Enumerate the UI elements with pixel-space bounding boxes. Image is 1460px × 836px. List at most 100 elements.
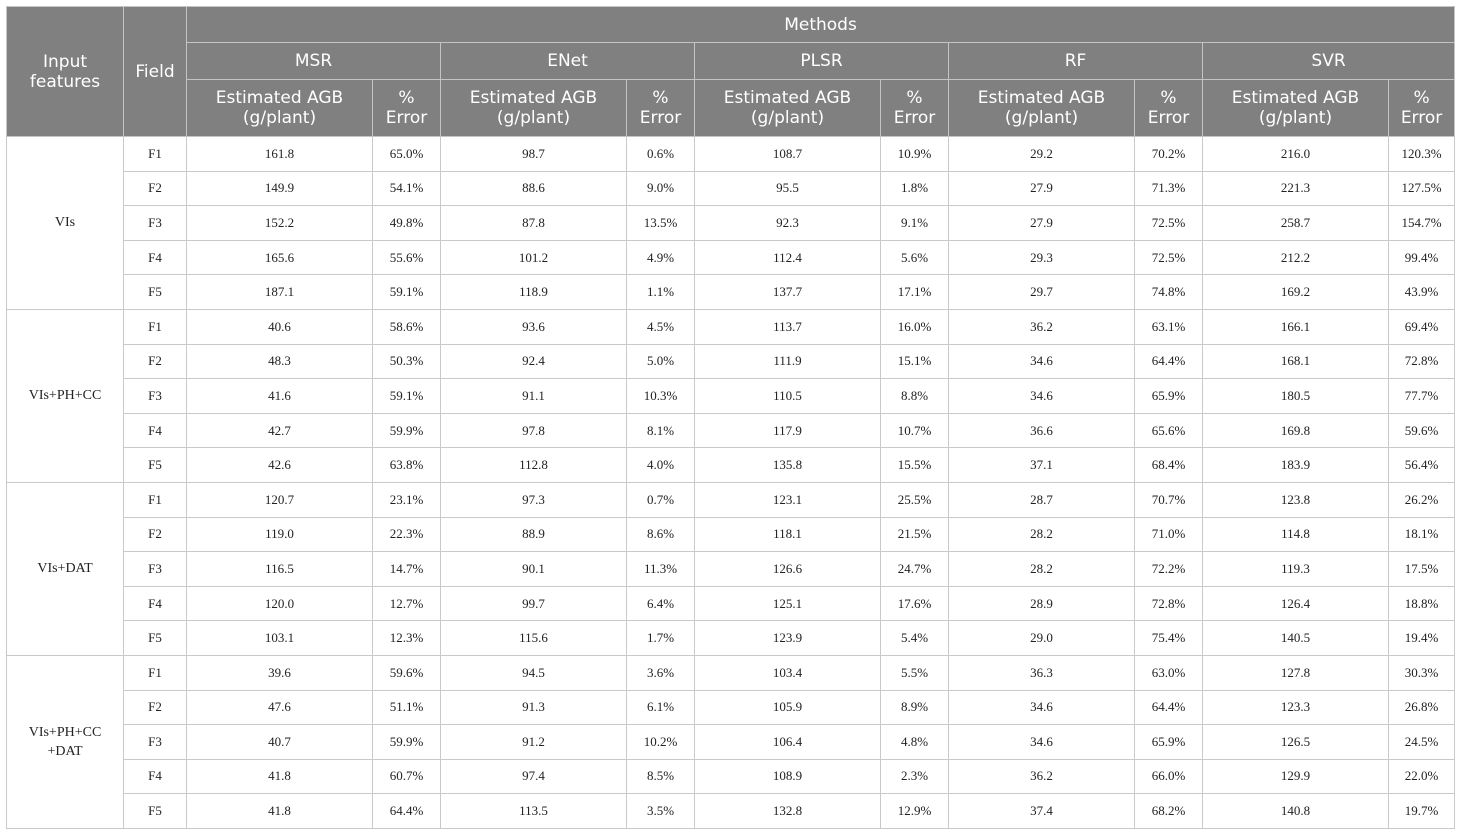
cell-svr-agb: 123.8: [1202, 481, 1389, 518]
cell-svr-agb: 140.5: [1202, 620, 1389, 656]
cell-plsr-agb: 113.7: [694, 308, 881, 345]
cell-plsr-agb: 103.4: [694, 654, 881, 691]
cell-svr-error: 43.9%: [1387, 274, 1456, 310]
cell-rf-agb: 37.1: [948, 447, 1135, 483]
cell-enet-error: 4.9%: [626, 239, 695, 276]
header-method-svr: SVR: [1201, 42, 1456, 80]
cell-msr-error: 63.8%: [372, 447, 441, 483]
cell-enet-error: 9.0%: [626, 170, 695, 207]
cell-msr-agb: 41.8: [186, 793, 373, 829]
cell-msr-agb: 39.6: [186, 654, 373, 691]
cell-plsr-agb: 137.7: [694, 274, 881, 310]
cell-svr-error: 19.4%: [1387, 620, 1456, 656]
cell-msr-agb: 152.2: [186, 205, 373, 241]
table-row: F4 120.0 12.7% 99.7 6.4% 125.1 17.6% 28.9 72.8% 1…: [7, 585, 1456, 622]
cell-enet-error: 6.4%: [626, 585, 695, 622]
cell-field: F1: [123, 136, 187, 172]
cell-plsr-error: 8.9%: [880, 689, 949, 726]
cell-rf-error: 68.4%: [1134, 447, 1203, 483]
input-feature-group: VIs+PH+CC +DAT: [6, 654, 124, 829]
cell-msr-error: 54.1%: [372, 170, 441, 207]
cell-msr-agb: 47.6: [186, 689, 373, 726]
header-method-enet-text: ENet: [547, 51, 588, 71]
cell-svr-error: 69.4%: [1387, 308, 1456, 345]
header-method-msr: MSR: [186, 42, 441, 80]
cell-field: F3: [123, 205, 187, 241]
cell-field: F5: [123, 620, 187, 656]
cell-enet-agb: 94.5: [440, 654, 627, 691]
table-row: F4 42.7 59.9% 97.8 8.1% 117.9 10.7% 36.6 65.6% 16…: [7, 412, 1456, 449]
cell-rf-agb: 29.2: [948, 136, 1135, 172]
cell-rf-error: 72.8%: [1134, 585, 1203, 622]
cell-rf-error: 72.2%: [1134, 551, 1203, 587]
cell-msr-agb: 120.7: [186, 481, 373, 518]
cell-rf-error: 71.0%: [1134, 516, 1203, 553]
cell-svr-error: 18.8%: [1387, 585, 1456, 622]
table-row: F5 103.1 12.3% 115.6 1.7% 123.9 5.4% 29.0 75.4% 1…: [7, 620, 1456, 656]
table-row: VIs+PH+CC F1 40.6 58.6% 93.6 4.5% 113.7 16.0% 36…: [6, 308, 1456, 483]
cell-msr-agb: 48.3: [186, 343, 373, 380]
cell-svr-agb: 258.7: [1202, 205, 1389, 241]
cell-plsr-error: 15.5%: [880, 447, 949, 483]
cell-enet-error: 10.3%: [626, 378, 695, 414]
cell-rf-error: 65.6%: [1134, 412, 1203, 449]
cell-rf-error: 63.1%: [1134, 308, 1203, 345]
cell-field: F5: [123, 447, 187, 483]
cell-field: F1: [123, 308, 187, 345]
cell-msr-error: 22.3%: [372, 516, 441, 553]
cell-plsr-error: 5.6%: [880, 239, 949, 276]
cell-msr-agb: 42.6: [186, 447, 373, 483]
header-row-methods: Input features Field Methods: [6, 6, 1456, 137]
header-rf-estimated-agb: Estimated AGB (g/plant): [948, 79, 1135, 137]
cell-enet-agb: 118.9: [440, 274, 627, 310]
header-input-features: Input features: [6, 6, 124, 137]
cell-field: F2: [123, 343, 187, 380]
cell-field: F3: [123, 551, 187, 587]
cell-rf-agb: 34.6: [948, 343, 1135, 380]
cell-enet-agb: 112.8: [440, 447, 627, 483]
cell-plsr-agb: 95.5: [694, 170, 881, 207]
header-method-rf-text: RF: [1064, 51, 1087, 71]
cell-svr-agb: 119.3: [1202, 551, 1389, 587]
cell-svr-agb: 169.2: [1202, 274, 1389, 310]
cell-rf-agb: 29.7: [948, 274, 1135, 310]
cell-rf-error: 63.0%: [1134, 654, 1203, 691]
cell-svr-error: 154.7%: [1387, 205, 1456, 241]
cell-enet-agb: 88.9: [440, 516, 627, 553]
cell-field: F3: [123, 724, 187, 760]
cell-msr-error: 59.6%: [372, 654, 441, 691]
cell-plsr-error: 12.9%: [880, 793, 949, 829]
cell-plsr-agb: 126.6: [694, 551, 881, 587]
cell-svr-agb: 126.4: [1202, 585, 1389, 622]
cell-plsr-error: 25.5%: [880, 481, 949, 518]
cell-rf-agb: 37.4: [948, 793, 1135, 829]
cell-plsr-agb: 117.9: [694, 412, 881, 449]
cell-plsr-error: 10.9%: [880, 136, 949, 172]
cell-msr-agb: 120.0: [186, 585, 373, 622]
cell-svr-agb: 114.8: [1202, 516, 1389, 553]
cell-plsr-error: 17.1%: [880, 274, 949, 310]
header-msr-pct-error: % Error: [372, 79, 441, 137]
cell-rf-agb: 29.3: [948, 239, 1135, 276]
cell-svr-agb: 169.8: [1202, 412, 1389, 449]
cell-rf-error: 72.5%: [1134, 239, 1203, 276]
cell-svr-agb: 129.9: [1202, 758, 1389, 795]
cell-plsr-agb: 105.9: [694, 689, 881, 726]
cell-svr-agb: 140.8: [1202, 793, 1389, 829]
header-input-features-text: Input features: [29, 51, 101, 92]
cell-svr-agb: 123.3: [1202, 689, 1389, 726]
cell-plsr-error: 17.6%: [880, 585, 949, 622]
cell-svr-agb: 180.5: [1202, 378, 1389, 414]
cell-enet-error: 8.1%: [626, 412, 695, 449]
cell-msr-agb: 165.6: [186, 239, 373, 276]
cell-enet-agb: 91.1: [440, 378, 627, 414]
cell-field: F1: [123, 481, 187, 518]
cell-svr-agb: 212.2: [1202, 239, 1389, 276]
table-row: VIs F1 161.8 65.0% 98.7 0.6% 108.7 10.9% 29.2 70.…: [6, 136, 1456, 310]
cell-msr-error: 23.1%: [372, 481, 441, 518]
cell-msr-error: 12.3%: [372, 620, 441, 656]
cell-plsr-agb: 123.1: [694, 481, 881, 518]
results-table: Input features Field Methods MSR ENet PL…: [6, 6, 1456, 829]
cell-msr-error: 59.1%: [372, 274, 441, 310]
cell-field: F5: [123, 274, 187, 310]
